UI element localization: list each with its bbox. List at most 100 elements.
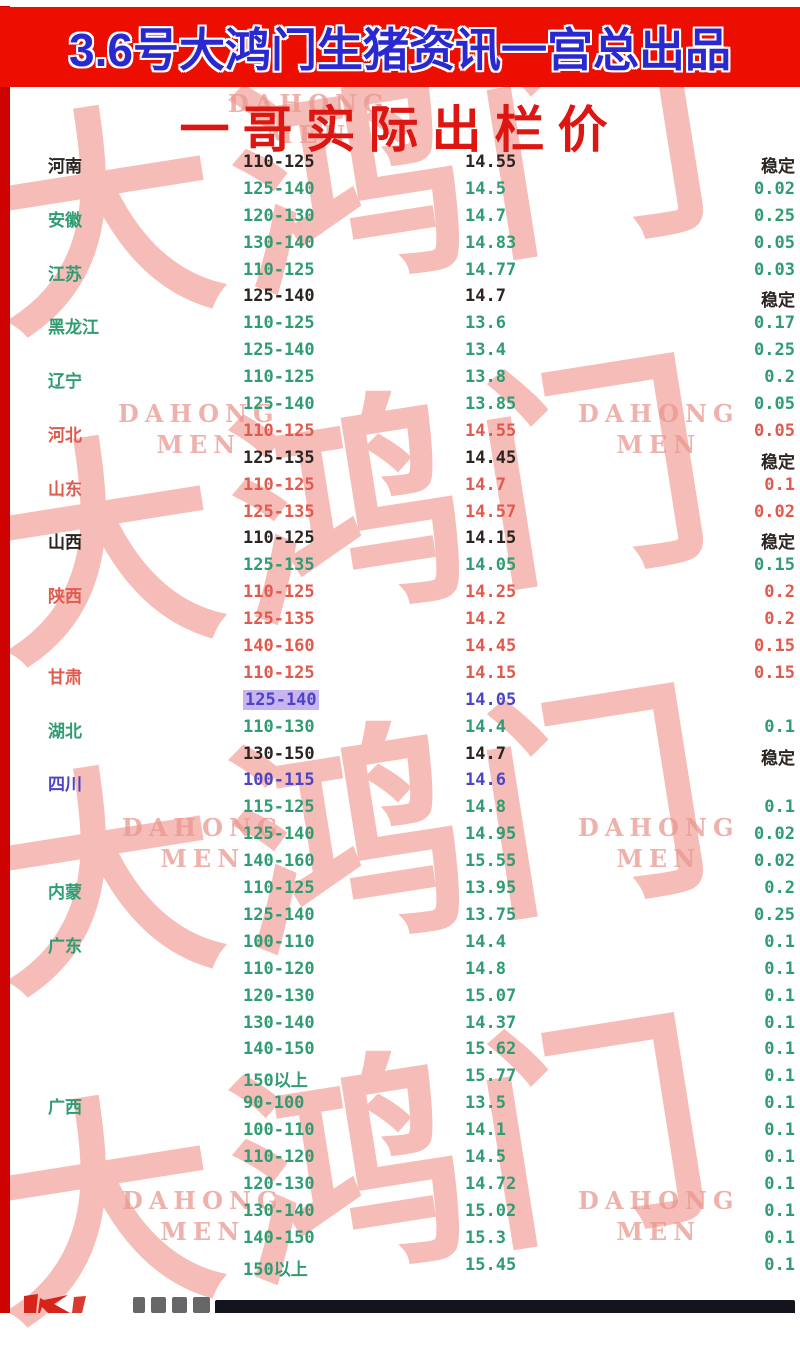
weight-range: 140-150 [243,1039,315,1060]
table-row: 125-135 14.57 0.02 [0,500,800,527]
weight-range: 130-150 [243,743,315,764]
table-row: 山东 110-125 14.7 0.1 [0,473,800,500]
weight-range: 125-135 [243,555,315,576]
weight-range: 125-140 [243,178,315,199]
price-value: 14.7 [465,286,506,307]
province-label: 黑龙江 [48,318,99,338]
table-row: 120-130 15.07 0.1 [0,984,800,1011]
price-value: 15.77 [465,1066,517,1087]
change-value: 0.02 [754,501,795,522]
change-value: 稳定 [761,748,795,769]
table-row: 江苏 110-125 14.77 0.03 [0,258,800,285]
price-value: 15.3 [465,1227,506,1248]
weight-range: 125-135 [243,501,315,522]
weight-range: 90-100 [243,1093,305,1114]
province-label: 河北 [48,425,82,445]
table-row: 140-160 14.45 0.15 [0,634,800,661]
table-row: 125-140 14.7 稳定 [0,284,800,311]
weight-range: 130-140 [243,1012,315,1033]
weight-range: 120-130 [243,1173,315,1194]
price-value: 13.6 [465,313,506,334]
weight-range: 125-140 [243,824,315,845]
price-value: 14.77 [465,259,517,280]
left-red-strip [0,6,10,1313]
price-value: 13.85 [465,394,517,415]
price-value: 14.5 [465,178,506,199]
weight-range: 120-130 [243,985,315,1006]
price-value: 14.8 [465,797,506,818]
change-value: 0.05 [754,394,795,415]
page-subtitle: 一哥实际出栏价 [179,102,621,158]
weight-range: 110-120 [243,1146,315,1167]
weight-range: 125-140 [243,394,315,415]
weight-range: 110-125 [243,259,315,280]
price-value: 14.55 [465,152,517,172]
table-row: 河北 110-125 14.55 0.05 [0,419,800,446]
change-value: 0.2 [764,582,795,603]
weight-range: 125-135 [243,609,315,630]
weight-range: 110-125 [243,662,315,683]
table-row: 四川 100-115 14.6 [0,768,800,795]
footer [0,1288,800,1313]
table-row: 125-135 14.05 0.15 [0,553,800,580]
price-value: 14.45 [465,636,517,657]
weight-range: 150以上 [243,1259,308,1280]
table-row: 安徽 120-130 14.7 0.25 [0,204,800,231]
change-value: 0.15 [754,636,795,657]
table-row: 125-140 14.95 0.02 [0,822,800,849]
table-row: 120-130 14.72 0.1 [0,1172,800,1199]
change-value: 0.1 [764,1254,795,1275]
change-value: 0.1 [764,1012,795,1033]
table-row: 125-140 13.4 0.25 [0,338,800,365]
table-row: 陕西 110-125 14.25 0.2 [0,580,800,607]
weight-range: 100-110 [243,931,315,952]
price-value: 14.15 [465,528,517,549]
price-value: 14.37 [465,1012,517,1033]
province-label: 陕西 [48,587,82,607]
weight-range: 140-160 [243,851,315,872]
price-value: 15.62 [465,1039,517,1060]
change-value: 稳定 [761,291,795,312]
price-value: 14.83 [465,232,517,253]
weight-range: 125-140 [243,689,319,710]
weight-range: 110-125 [243,313,315,334]
weight-range: 140-150 [243,1227,315,1248]
page-title: 3.6号大鸿门生猪资讯一宫总出品 [69,24,731,76]
price-value: 14.45 [465,447,517,468]
table-row: 150以上 15.77 0.1 [0,1064,800,1091]
province-label: 河南 [48,157,82,176]
change-value: 0.1 [764,985,795,1006]
price-value: 15.02 [465,1200,517,1221]
price-value: 13.95 [465,878,517,899]
change-value: 稳定 [761,452,795,473]
change-value: 0.03 [754,259,795,280]
price-value: 13.75 [465,904,517,925]
weight-range: 110-125 [243,420,315,441]
weight-range: 100-115 [243,770,315,791]
table-row: 125-140 13.75 0.25 [0,903,800,930]
price-value: 14.05 [465,689,517,710]
weight-range: 110-125 [243,367,315,388]
price-value: 14.8 [465,958,506,979]
change-value: 0.1 [764,1120,795,1141]
change-value: 稳定 [761,157,795,177]
price-value: 14.4 [465,931,506,952]
change-value: 0.05 [754,232,795,253]
table-row: 125-140 13.85 0.05 [0,392,800,419]
change-value: 0.02 [754,824,795,845]
price-value: 14.57 [465,501,517,522]
province-label: 广东 [48,936,82,956]
price-value: 14.55 [465,420,517,441]
price-value: 15.07 [465,985,517,1006]
change-value: 0.1 [764,1093,795,1114]
table-row: 125-140 14.5 0.02 [0,177,800,204]
weight-range: 110-120 [243,958,315,979]
table-row: 100-110 14.1 0.1 [0,1118,800,1145]
change-value: 0.02 [754,178,795,199]
price-value: 13.5 [465,1093,506,1114]
price-value: 14.05 [465,555,517,576]
table-row: 130-140 15.02 0.1 [0,1199,800,1226]
table-row: 115-125 14.8 0.1 [0,795,800,822]
price-value: 13.4 [465,340,506,361]
weight-range: 110-125 [243,878,315,899]
